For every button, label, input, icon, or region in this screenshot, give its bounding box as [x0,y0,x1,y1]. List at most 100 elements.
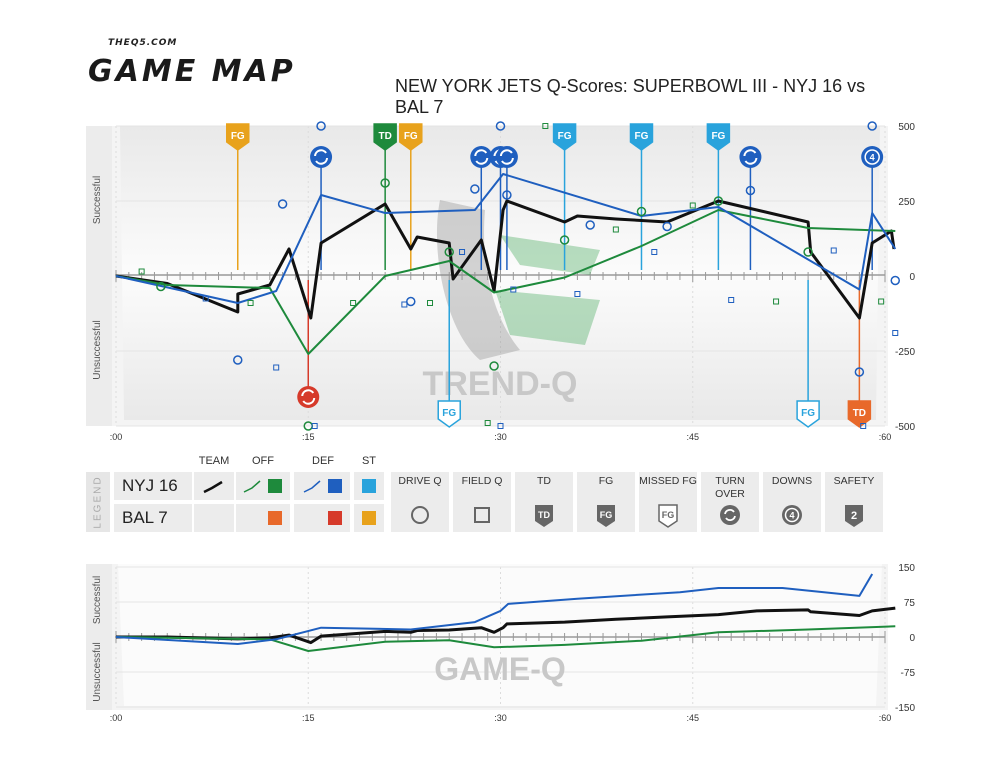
gq-xtick-label: :60 [879,713,892,723]
map-xtick-label: :00 [110,432,123,442]
field-q-symbol [542,123,549,129]
circle-icon [411,506,429,524]
drive-q-symbol [713,196,724,206]
field-q-symbol [311,423,318,429]
legend-td: TD TD [515,472,573,532]
gq-ytick-label: 75 [904,598,916,609]
field-q-symbol [574,291,581,297]
map-series-off [115,209,896,355]
gq-watermark-text: GAME-Q [434,651,566,687]
gq-xtick-label: :30 [494,713,507,723]
svg-text:4: 4 [789,511,794,521]
square-icon [474,507,490,523]
legend: LEGEND NYJ 16 BAL 7 TEAM OFF DEF ST DRIV… [86,452,890,532]
legend-team-swatch-bal [194,504,234,532]
safety-badge-icon: 2 [845,505,863,527]
map-series-team [115,199,896,320]
field-q-symbol [689,202,696,209]
event-td-marker: TD [373,123,397,151]
drive-q-symbol [489,361,499,371]
svg-text:FG: FG [404,131,418,142]
map-ytick-label: -500 [895,422,915,433]
brand-logo: GAME MAP [88,54,296,89]
map-xtick-label: :15 [302,432,315,442]
legend-team-swatch-nyj [194,472,234,500]
svg-text:FG: FG [662,510,675,520]
legend-col-st: ST [361,455,377,467]
map-ylabel-bottom: Unsuccessful [92,320,103,379]
field-q-symbol [459,249,466,255]
svg-text:4: 4 [870,153,875,163]
gq-xtick-label: :00 [110,713,123,723]
drive-q-symbol [277,199,288,209]
legend-col-team: TEAM [198,455,230,467]
drive-q-symbol [745,185,756,196]
field-q-symbol [350,300,357,306]
event-missed-fg-marker: FG [796,400,820,428]
map-watermark [436,200,600,360]
legend-off-bal [236,504,290,532]
field-q-symbol [138,268,145,275]
field-q-symbol [247,300,254,306]
field-q-symbol [878,298,885,305]
drive-q-symbol [890,275,901,286]
map-watermark-text: TREND-Q [423,365,578,403]
field-q-symbol [612,226,619,233]
event-fg-marker: FG [552,123,577,151]
map-ylabel-top: Successful [92,176,103,224]
gq-axis-labels: 150 75 0 -75 -150:00:15:30:45:60 [110,563,916,723]
legend-side-label: LEGEND [86,472,110,532]
svg-text:TD: TD [853,408,866,419]
drive-q-symbol [495,121,506,131]
field-q-symbol [484,420,491,426]
gq-ylabel-top: Successful [92,576,103,624]
map-drive-field-symbols [138,121,901,431]
gq-series-off [115,625,896,652]
drive-q-symbol [470,184,480,194]
field-q-symbol [273,364,280,371]
legend-def-nyj [294,472,350,500]
gq-grid [115,566,886,708]
drive-q-symbol [585,220,595,230]
event-fg-marker: FG [226,123,250,151]
field-q-symbol [510,286,517,293]
legend-turnover: TURN OVER [701,472,759,532]
event-turn-over-marker [739,146,762,168]
gq-series-lines [115,573,896,652]
legend-safety: SAFETY 2 [825,472,883,532]
drive-q-symbol [803,247,813,257]
gq-ytick-label: 0 [909,633,915,644]
downs-icon: 4 [782,505,802,525]
legend-missed-fg: MISSED FG FG [639,472,697,532]
gq-xtick-label: :15 [302,713,315,723]
field-q-symbol [202,295,209,302]
map-xtick-label: :30 [494,432,507,442]
legend-team-nyj: NYJ 16 [114,472,192,500]
field-q-symbol [892,330,899,336]
field-q-symbol [497,423,504,429]
field-q-symbol [830,247,837,254]
svg-text:TD: TD [378,131,391,142]
brand-site: THEQ5.COM [108,38,178,48]
legend-team-bal: BAL 7 [114,504,192,532]
svg-text:FG: FG [711,131,725,142]
drive-q-symbol [559,235,570,245]
chart-title: NEW YORK JETS Q-Scores: SUPERBOWL III - … [395,76,866,117]
drive-q-symbol [662,221,672,232]
turnover-icon [720,505,740,525]
td-badge-icon: TD [535,505,553,527]
legend-st-bal [354,504,384,532]
map-label-bg [86,126,112,426]
drive-q-symbol [233,355,243,365]
svg-text:FG: FG [600,510,613,520]
event-fg-marker: FG [706,123,731,151]
field-q-symbol [401,301,408,308]
event-turn-over-marker [310,146,333,168]
legend-drive-q: DRIVE Q [391,472,449,532]
legend-col-def: DEF [312,455,334,467]
field-q-symbol [427,300,434,306]
drive-q-symbol [316,121,326,131]
map-ytick-label: 500 [898,122,915,133]
event-turn-over-marker [495,146,518,168]
gq-ytick-label: -75 [901,668,916,679]
